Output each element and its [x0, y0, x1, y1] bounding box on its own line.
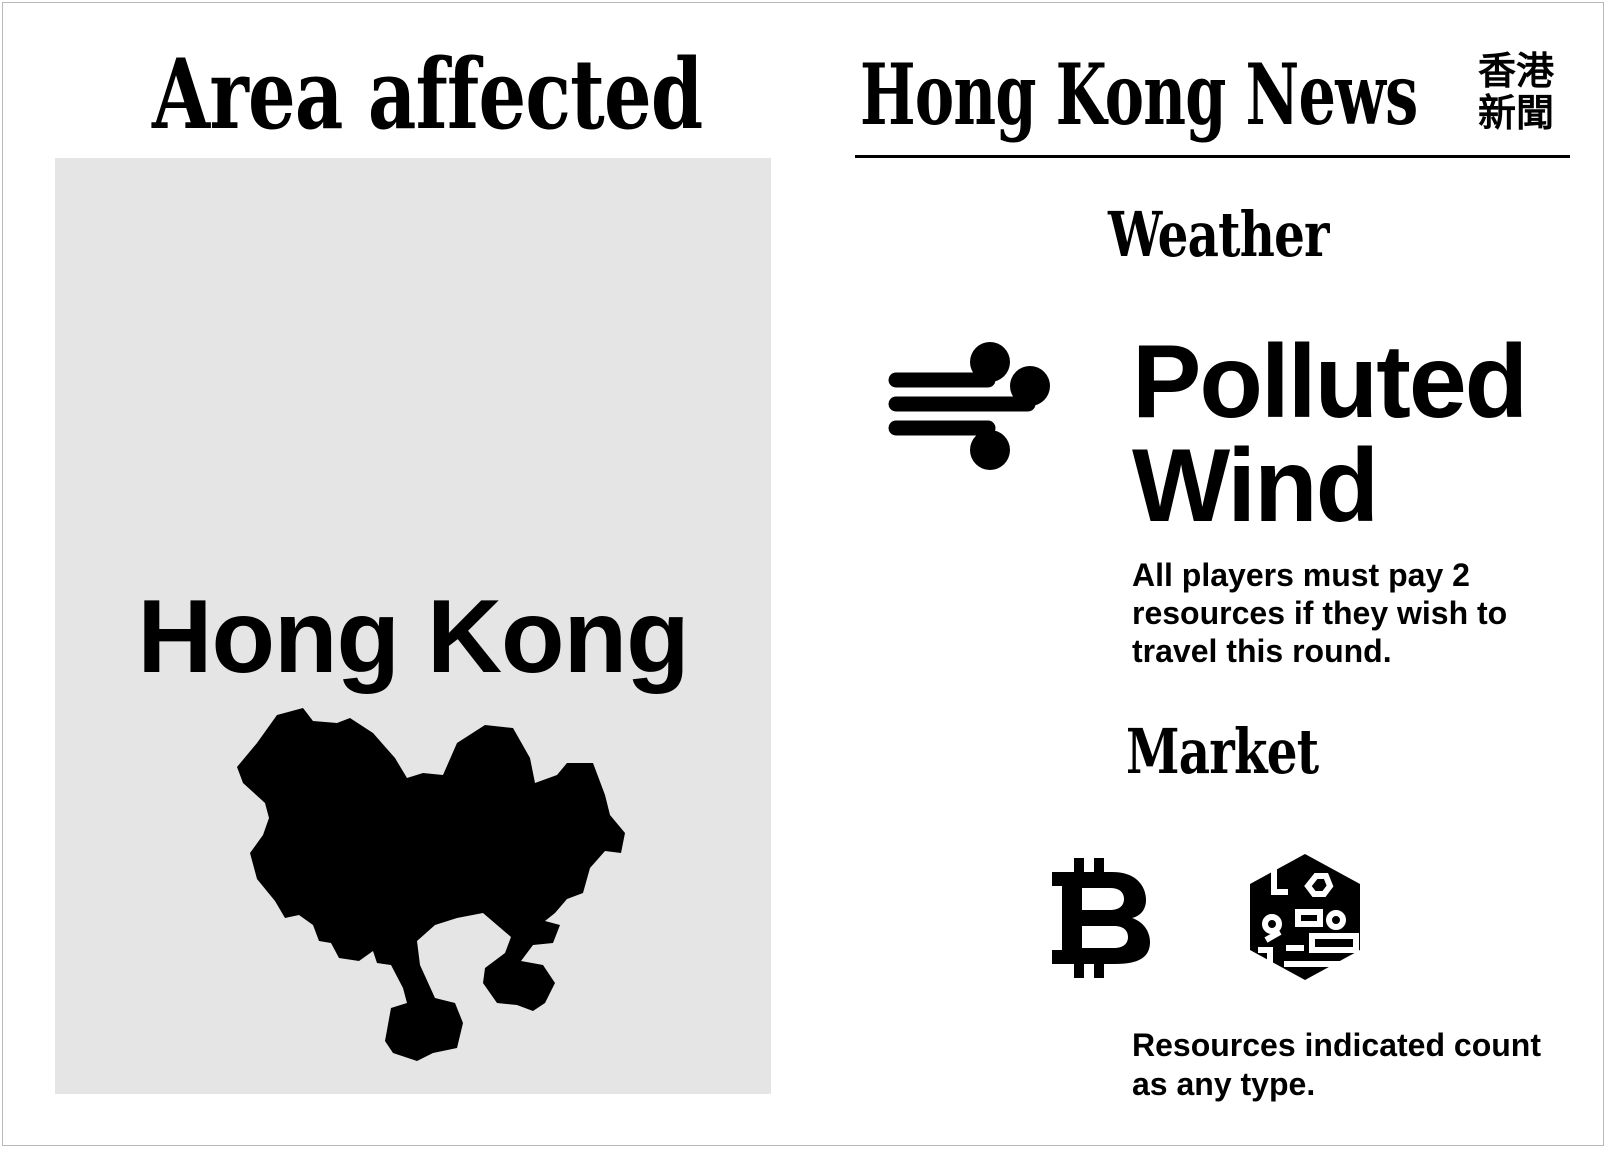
market-heading: Market	[1126, 715, 1319, 788]
hong-kong-map-icon	[237, 708, 625, 1061]
tech-resource-hexagon-icon	[1250, 854, 1360, 980]
weather-event-description: All players must pay 2 resources if they…	[1132, 557, 1508, 669]
weather-event-name: Polluted Wind	[1132, 324, 1528, 544]
area-affected-title: Area affected	[152, 38, 703, 151]
news-title-divider	[855, 155, 1570, 158]
weather-heading: Weather	[1108, 198, 1330, 271]
wind-icon	[888, 342, 1050, 470]
news-title-chinese: 香港新聞	[1478, 49, 1555, 135]
map-region-label: Hong Kong	[137, 579, 689, 695]
news-title: Hong Kong News	[860, 45, 1418, 144]
map-panel: Hong Kong	[55, 158, 771, 1094]
market-note: Resources indicated count as any type.	[1132, 1027, 1541, 1102]
bitcoin-icon	[1052, 858, 1150, 978]
